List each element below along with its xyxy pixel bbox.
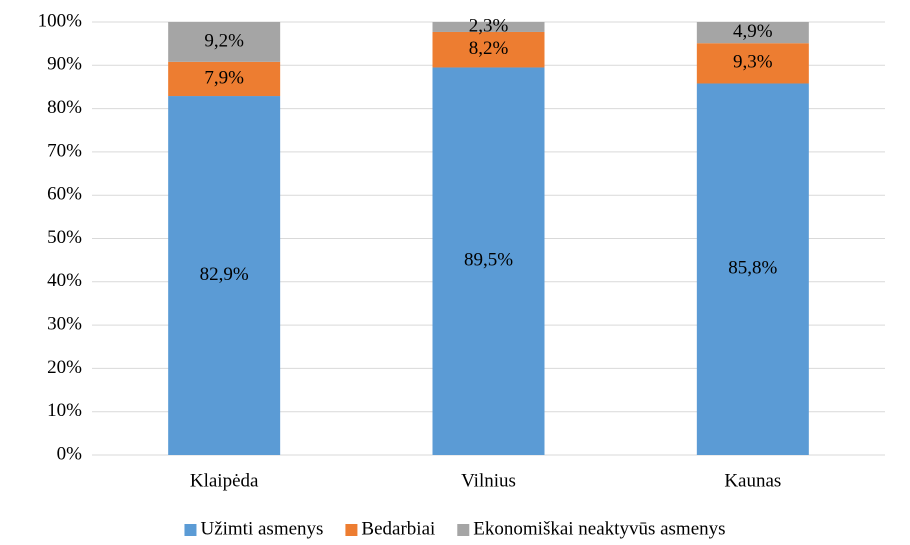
data-label: 2,3%: [469, 15, 509, 36]
y-tick-label: 20%: [47, 357, 82, 378]
y-tick-label: 80%: [47, 97, 82, 118]
data-label: 9,3%: [733, 52, 773, 73]
bar-segment: [432, 67, 545, 455]
legend-label: Ekonomiškai neaktyvūs asmenys: [473, 518, 725, 539]
data-label: 8,2%: [469, 38, 509, 59]
data-label: 4,9%: [733, 21, 773, 42]
y-tick-label: 40%: [47, 270, 82, 291]
data-label: 7,9%: [204, 67, 244, 88]
y-tick-label: 100%: [38, 10, 83, 31]
data-label: 82,9%: [200, 264, 249, 285]
bar-segment: [432, 31, 545, 68]
bar-segment: [432, 22, 545, 32]
legend-label: Bedarbiai: [361, 518, 435, 539]
bar-segment: [168, 22, 281, 62]
data-label: 85,8%: [728, 258, 777, 279]
x-tick-label: Klaipėda: [190, 470, 259, 491]
legend-swatch: [345, 524, 358, 536]
bar-segment: [168, 96, 281, 455]
data-label: 9,2%: [204, 30, 244, 51]
y-tick-label: 90%: [47, 54, 82, 75]
bar-segment: [696, 22, 809, 44]
x-tick-label: Vilnius: [461, 470, 516, 491]
y-tick-label: 30%: [47, 313, 82, 334]
legend-swatch: [184, 524, 197, 536]
y-tick-label: 0%: [57, 443, 83, 464]
x-tick-label: Kaunas: [724, 470, 781, 491]
bar-segment: [168, 61, 281, 97]
data-label: 89,5%: [464, 250, 513, 271]
y-tick-label: 60%: [47, 184, 82, 205]
y-tick-label: 50%: [47, 227, 82, 248]
legend-label: Užimti asmenys: [200, 518, 323, 539]
legend-swatch: [457, 524, 470, 536]
bar-segment: [696, 43, 809, 84]
bar-segment: [696, 83, 809, 456]
y-tick-label: 10%: [47, 400, 82, 421]
y-tick-label: 70%: [47, 140, 82, 161]
